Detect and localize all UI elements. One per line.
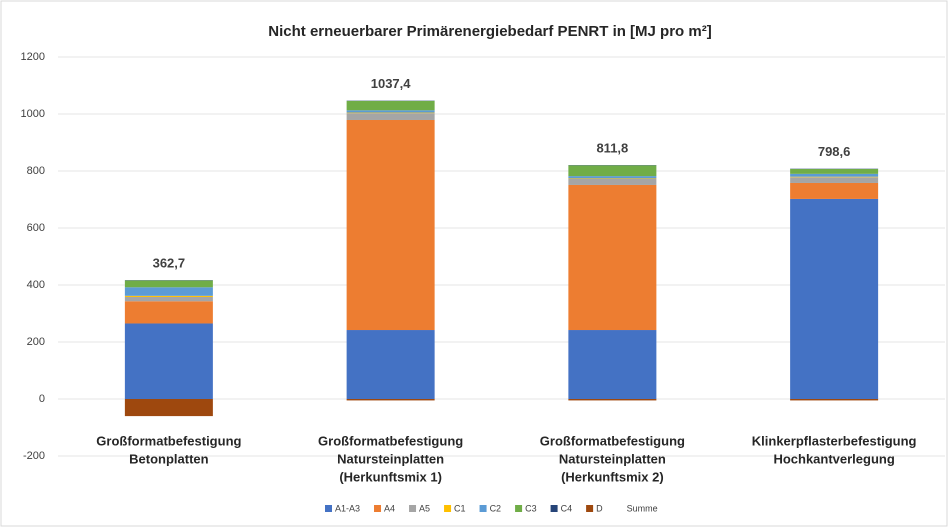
bar-segment [347, 330, 435, 399]
data-label: 798,6 [818, 144, 851, 159]
y-tick-label: -200 [23, 450, 45, 462]
x-tick-label: Klinkerpflasterbefestigung [752, 433, 917, 448]
legend-label: D [596, 503, 603, 513]
bar-segment [568, 176, 656, 178]
bar-segment [790, 399, 878, 400]
x-tick-label: Großformatbefestigung [540, 433, 685, 448]
bar-segment [568, 179, 656, 185]
bar-segment [790, 177, 878, 178]
legend-label: C4 [561, 503, 573, 513]
y-tick-label: 200 [27, 336, 45, 348]
y-tick-label: 600 [27, 222, 45, 234]
bar-segment [568, 399, 656, 400]
legend-label: C3 [525, 503, 537, 513]
bar-segment [125, 280, 213, 287]
bar-segment [347, 113, 435, 114]
bar-segment [790, 183, 878, 199]
bar-segment [347, 399, 435, 400]
legend-label: C1 [454, 503, 466, 513]
legend-swatch [515, 505, 522, 512]
y-tick-label: 1200 [21, 51, 45, 63]
bar-segment [125, 301, 213, 323]
x-tick-label: Großformatbefestigung [96, 433, 241, 448]
legend-label: A4 [384, 503, 395, 513]
x-tick-label: (Herkunftsmix 1) [339, 469, 442, 484]
legend-swatch [480, 505, 487, 512]
legend-swatch [551, 505, 558, 512]
legend-swatch [409, 505, 416, 512]
legend-swatch [444, 505, 451, 512]
bar-segment [347, 113, 435, 120]
x-tick-label: Natursteinplatten [337, 451, 444, 466]
bar-segment [790, 174, 878, 177]
x-tick-label: Großformatbefestigung [318, 433, 463, 448]
y-tick-label: 1000 [21, 108, 45, 120]
bar-segment [790, 199, 878, 399]
legend-label: C2 [490, 503, 502, 513]
bar-segment [790, 169, 878, 174]
legend-label: A5 [419, 503, 430, 513]
chart-title: Nicht erneuerbarer Primärenergiebedarf P… [268, 23, 711, 40]
y-tick-label: 400 [27, 279, 45, 291]
legend-label: Summe [627, 503, 658, 513]
bar-segment [125, 296, 213, 297]
data-label: 811,8 [596, 140, 628, 155]
x-tick-label: (Herkunftsmix 2) [561, 469, 664, 484]
bar-segment [347, 110, 435, 112]
bar-segment [347, 120, 435, 330]
bar-segment [568, 165, 656, 176]
legend-swatch [325, 505, 332, 512]
bar-segment [568, 185, 656, 330]
data-label: 1037,4 [371, 76, 412, 91]
legend-swatch [374, 505, 381, 512]
bar-segment [568, 330, 656, 399]
bar-segment [790, 177, 878, 183]
y-tick-label: 800 [27, 165, 45, 177]
legend-label: A1-A3 [335, 503, 360, 513]
bar-segment [125, 399, 213, 416]
bar-segment [125, 323, 213, 399]
data-label: 362,7 [153, 256, 186, 271]
bar-segment [568, 178, 656, 179]
bar-segment [125, 287, 213, 296]
bar-segment [347, 101, 435, 110]
x-tick-label: Hochkantverlegung [773, 451, 894, 466]
y-tick-label: 0 [39, 393, 45, 405]
legend-swatch [586, 505, 593, 512]
bar-segment [125, 297, 213, 301]
x-tick-label: Betonplatten [129, 451, 209, 466]
x-tick-label: Natursteinplatten [559, 451, 666, 466]
